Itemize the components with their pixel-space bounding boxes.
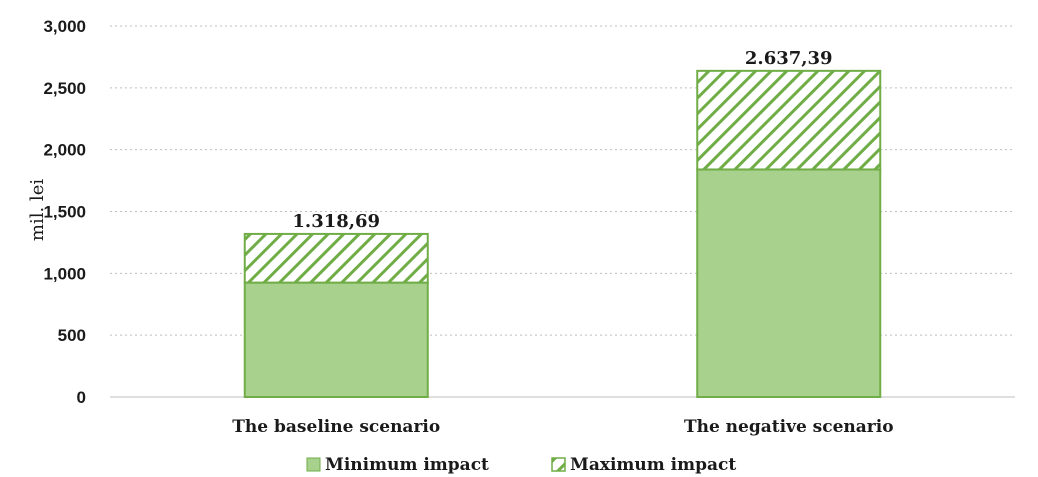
y-tick-label: 3,000 xyxy=(43,17,86,36)
y-axis-ticks: 0 500 1,000 1,500 2,000 2,500 3,000 xyxy=(43,17,86,407)
x-category-label: The baseline scenario xyxy=(232,417,440,437)
y-tick-label: 2,500 xyxy=(43,79,86,98)
bar-minimum-impact-baseline xyxy=(243,281,429,399)
bars xyxy=(243,69,882,399)
y-axis-title: mil. lei xyxy=(27,179,48,241)
y-tick-label: 500 xyxy=(58,326,86,345)
x-axis-categories: The baseline scenario The negative scenar… xyxy=(232,417,893,437)
legend-swatch-minimum-impact xyxy=(306,457,321,472)
bar-maximum-impact-negative xyxy=(696,69,882,171)
total-data-label: 2.637,39 xyxy=(745,48,833,69)
legend: Minimum impact Maximum impact xyxy=(306,455,736,475)
data-labels: 1.318,69 2.637,39 xyxy=(292,48,832,232)
total-data-label: 1.318,69 xyxy=(292,211,380,232)
x-category-label: The negative scenario xyxy=(684,417,894,437)
bar-maximum-impact-baseline xyxy=(243,232,429,284)
legend-label-maximum-impact: Maximum impact xyxy=(570,455,736,475)
y-tick-label: 1,500 xyxy=(43,203,86,222)
legend-swatch-maximum-impact xyxy=(551,457,566,472)
legend-label-minimum-impact: Minimum impact xyxy=(325,455,489,475)
y-tick-label: 0 xyxy=(77,388,86,407)
bar-minimum-impact-negative xyxy=(696,168,882,398)
y-tick-label: 2,000 xyxy=(43,141,86,160)
y-tick-label: 1,000 xyxy=(43,264,86,283)
